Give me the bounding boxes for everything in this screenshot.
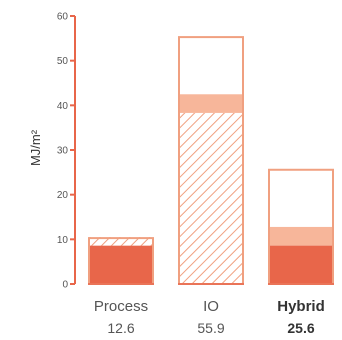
bar-segment-hatch: [88, 237, 154, 246]
bar-segment-hatch: [178, 112, 244, 284]
bar-segment-light: [268, 226, 334, 246]
total-value-label: 25.6: [287, 320, 314, 336]
category-label: IO: [203, 298, 219, 315]
y-tick-label: 10: [57, 235, 69, 246]
y-tick-label: 40: [57, 101, 69, 112]
bar-segment-solid: [268, 245, 334, 284]
bar-segment-light: [178, 94, 244, 113]
category-label: Process: [94, 298, 148, 315]
y-tick-label: 20: [57, 190, 69, 201]
bar-segment-solid: [88, 245, 154, 284]
y-tick-label: 30: [57, 146, 69, 157]
y-tick-label: 0: [62, 280, 68, 291]
bars: [88, 36, 334, 286]
category-label: Hybrid: [277, 298, 325, 315]
total-value-label: 55.9: [197, 320, 224, 336]
total-value-label: 12.6: [107, 320, 134, 336]
y-axis: 0 10 20 30 40 50 60: [57, 12, 76, 291]
y-axis-title: MJ/m²: [28, 129, 43, 166]
y-tick-label: 50: [57, 56, 69, 67]
category-labels: Process 12.6 IO 55.9 Hybrid 25.6: [94, 298, 325, 336]
bar-segment-outline: [178, 36, 244, 95]
bar-segment-outline: [268, 168, 334, 227]
y-tick-label: 60: [57, 12, 69, 23]
